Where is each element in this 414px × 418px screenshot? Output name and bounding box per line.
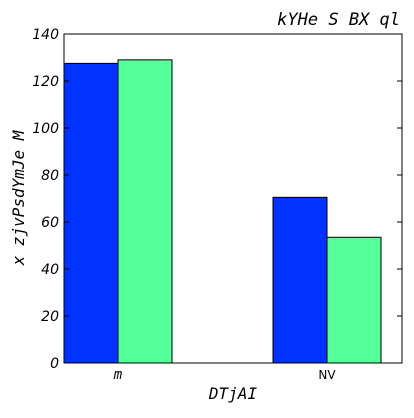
- plot-frame: [63, 33, 403, 364]
- y-tick-label: 140: [32, 27, 59, 43]
- bar-m-series-1: [63, 62, 119, 364]
- x-axis-label: DTjAI: [208, 384, 258, 403]
- y-tick-label: 100: [32, 121, 59, 137]
- y-tick-label: 60: [41, 215, 59, 231]
- bar-NV-series-2: [326, 236, 382, 364]
- bar-NV-series-1: [272, 196, 328, 364]
- y-tick-label: 80: [41, 168, 59, 184]
- y-axis-label: x zjvPsdYmJe M: [9, 129, 28, 266]
- y-tick-label: 40: [41, 262, 59, 278]
- y-tick-label: 20: [41, 309, 59, 325]
- x-tick-label-NV: NV: [318, 368, 336, 382]
- bar-m-series-2: [117, 59, 173, 364]
- chart-title: kYHe S BX ql: [277, 10, 400, 30]
- y-tick-label: 120: [32, 74, 59, 90]
- x-tick-label-m: m: [113, 367, 123, 383]
- y-tick-label: 0: [50, 356, 59, 372]
